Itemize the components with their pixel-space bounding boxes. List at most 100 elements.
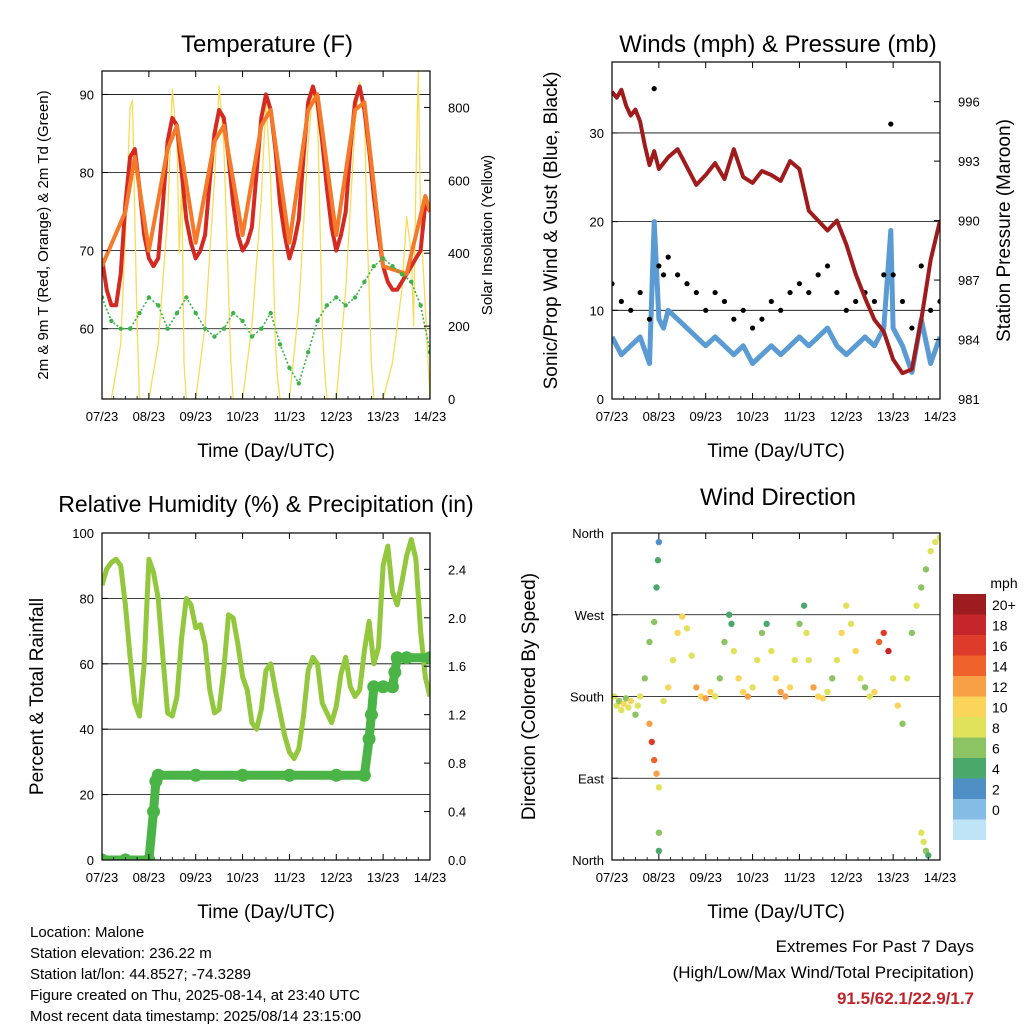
station-location: Location: Malone [30,924,145,941]
direction-point [654,557,662,564]
gust-point [834,289,840,296]
precipitation-point [362,732,376,746]
gust-point [928,307,934,313]
legend-swatch [953,737,986,758]
legend-label: 2 [992,782,1000,798]
legend-swatch [953,819,986,840]
legend-label: 20+ [992,597,1016,613]
legend-swatch [953,614,986,635]
gust-point [637,289,643,296]
winds-chart: 07/23 08/23 09/23 10/23 11/23 12/23 13/23 14/23… [541,31,1015,462]
direction-point [660,697,667,705]
legend-label: 6 [992,741,1000,757]
direction-point [653,770,660,777]
humidity-plot-area [102,537,430,860]
x-tick-label: 11/23 [784,409,816,424]
direction-point [857,675,864,682]
x-tick-label: 13/23 [877,409,910,424]
y-tick-label: 30 [590,126,604,141]
rh-line [102,537,430,762]
gust-point [731,316,737,322]
y2-tick-label: 0 [448,392,455,407]
direction-point [665,684,672,691]
direction-point [650,756,658,764]
x-tick-label: 11/23 [784,870,816,885]
legend-swatch [953,778,986,799]
y2-tick-label: 981 [958,392,980,407]
y2-tick-label: 0.0 [448,853,466,868]
extremes-values: 91.5/62.1/22.9/1.7 [836,989,974,1008]
gust-point [871,298,878,305]
gust-point [646,316,653,322]
winds-xlabel: Time (Day/UTC) [707,441,845,462]
winds-ylabel-right: Station Pressure (Maroon) [994,119,1015,342]
gust-point [899,298,906,305]
y-tick-label: 20 [590,215,604,230]
x-tick-label: 08/23 [133,409,166,424]
x-tick-label: 14/23 [924,409,957,424]
direction-point [655,784,663,791]
direction-point [805,656,812,664]
direction-point [646,720,653,727]
gust-point [937,298,940,305]
extremes-block: Extremes For Past 7 Days (High/Low/Max W… [673,934,974,1012]
extremes-subtitle: (High/Low/Max Wind/Total Precipitation) [672,963,974,982]
direction-point [646,638,653,646]
gust-point [787,289,793,296]
direction-point [819,695,827,702]
precipitation-point [367,680,381,694]
direction-point [674,629,681,637]
precipitation-point [386,680,400,694]
direction-ylabel: Direction (Colored By Speed) [519,573,540,820]
y2-tick-label: 990 [958,214,980,229]
winds-title: Winds (mph) & Pressure (mb) [619,31,936,58]
2m-td-point [409,279,414,285]
direction-point [922,566,930,573]
precipitation-point [118,853,132,860]
direction-point [648,738,656,746]
2m-td-line [102,257,430,386]
gust-point [909,325,915,331]
direction-point [650,618,658,626]
legend-swatch [953,594,986,615]
humidity-ylabel: Percent & Total Rainfall [27,598,48,795]
legend-label: 18 [992,618,1008,634]
gust-point [740,307,746,313]
direction-point [740,688,747,696]
direction-point [782,693,789,700]
y2-tick-label: 1.2 [448,708,466,723]
y2-tick-label: 993 [958,154,980,169]
direction-point [669,656,677,664]
x-tick-label: 07/23 [86,870,119,885]
precipitation-point [357,768,371,782]
direction-point [791,656,798,664]
direction-point [615,697,623,705]
direction-point [920,838,927,846]
gust-point [665,254,671,260]
legend-title: mph [990,575,1017,591]
station-elevation: Station elevation: 236.22 m [30,945,212,962]
gust-point [612,281,615,287]
legend-swatch [953,696,986,717]
y2-tick-label: 800 [448,100,470,115]
direction-point [803,629,810,637]
y-tick-label: 60 [80,657,94,672]
gust-point [806,289,812,296]
y2-tick-label: 2.0 [448,611,466,626]
y-tick-label: 0 [87,853,94,868]
gust-point [628,307,634,313]
legend-swatch [953,799,986,820]
precipitation-point [388,665,402,679]
y2-tick-label: 996 [958,95,980,110]
y-tick-label: South [570,690,604,705]
precipitation-point [423,651,430,665]
temperature-chart: 07/23 08/23 09/23 10/23 11/23 12/23 13/23 14/23… [35,31,496,462]
precipitation-point [400,651,414,665]
direction-point [763,620,770,628]
direction-point [735,675,742,682]
direction-point [683,625,691,632]
legend-label: 10 [992,700,1008,716]
direction-point [796,620,803,628]
x-tick-label: 08/23 [643,409,676,424]
x-tick-label: 07/23 [596,870,629,885]
